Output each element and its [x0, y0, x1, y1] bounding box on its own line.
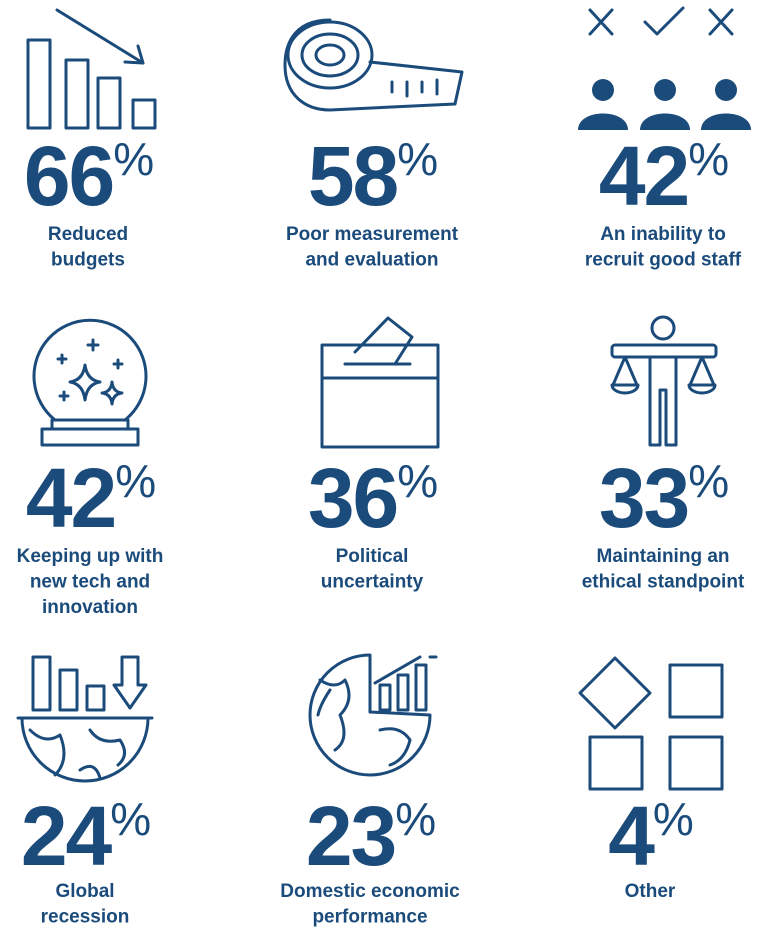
- percent-value: 66: [24, 129, 113, 223]
- percent-figure: 23%: [306, 789, 435, 883]
- percent-value: 33: [599, 451, 688, 545]
- item-label: innovation: [42, 597, 138, 618]
- percent-figure: 24%: [21, 789, 150, 883]
- percent-sign: %: [397, 455, 437, 507]
- icon-tape: [283, 18, 464, 112]
- icon-crystal-ball: [32, 318, 148, 447]
- percent-sign: %: [113, 133, 153, 185]
- item-label: Keeping up with: [17, 546, 164, 567]
- icon-domestic: [308, 653, 438, 777]
- icon-ballot: [320, 316, 440, 449]
- percent-figure: 42%: [599, 129, 728, 223]
- percent-figure: 36%: [308, 451, 437, 545]
- percent-sign: %: [110, 793, 150, 845]
- icon-budgets: [26, 8, 157, 130]
- percent-sign: %: [395, 793, 435, 845]
- percent-value: 42: [26, 451, 115, 545]
- item-label: budgets: [51, 250, 125, 271]
- icon-staff: [578, 6, 751, 130]
- item-label: recession: [41, 907, 130, 928]
- percent-value: 36: [308, 451, 397, 545]
- item-label: Global: [55, 881, 114, 902]
- item-label: recruit good staff: [585, 250, 742, 271]
- item-label: uncertainty: [321, 572, 424, 593]
- percent-value: 4: [608, 789, 655, 883]
- percent-value: 42: [599, 129, 688, 223]
- item-label: An inability to: [600, 224, 726, 245]
- item-label: Reduced: [48, 224, 128, 245]
- percent-sign: %: [688, 455, 728, 507]
- percent-value: 23: [306, 789, 395, 883]
- item-label: and evaluation: [305, 250, 438, 271]
- percent-figure: 33%: [599, 451, 728, 545]
- icon-ethics: [610, 315, 718, 447]
- item-label: new tech and: [30, 572, 150, 593]
- percent-value: 24: [21, 789, 113, 883]
- item-label: Domestic economic: [280, 881, 460, 902]
- percent-sign: %: [115, 455, 155, 507]
- item-label: Political: [336, 546, 409, 567]
- percent-sign: %: [688, 133, 728, 185]
- icon-recession: [16, 655, 154, 783]
- item-label: Poor measurement: [286, 224, 459, 245]
- percent-figure: 58%: [308, 129, 437, 223]
- item-label: performance: [312, 907, 427, 928]
- percent-figure: 66%: [24, 129, 153, 223]
- item-label: Other: [625, 881, 676, 902]
- percent-sign: %: [397, 133, 437, 185]
- percent-sign: %: [653, 793, 693, 845]
- item-label: Maintaining an: [597, 546, 730, 567]
- percent-figure: 42%: [26, 451, 155, 545]
- percent-figure: 4%: [608, 789, 693, 883]
- percent-value: 58: [308, 129, 398, 223]
- item-label: ethical standpoint: [582, 572, 745, 593]
- icon-other: [578, 656, 724, 791]
